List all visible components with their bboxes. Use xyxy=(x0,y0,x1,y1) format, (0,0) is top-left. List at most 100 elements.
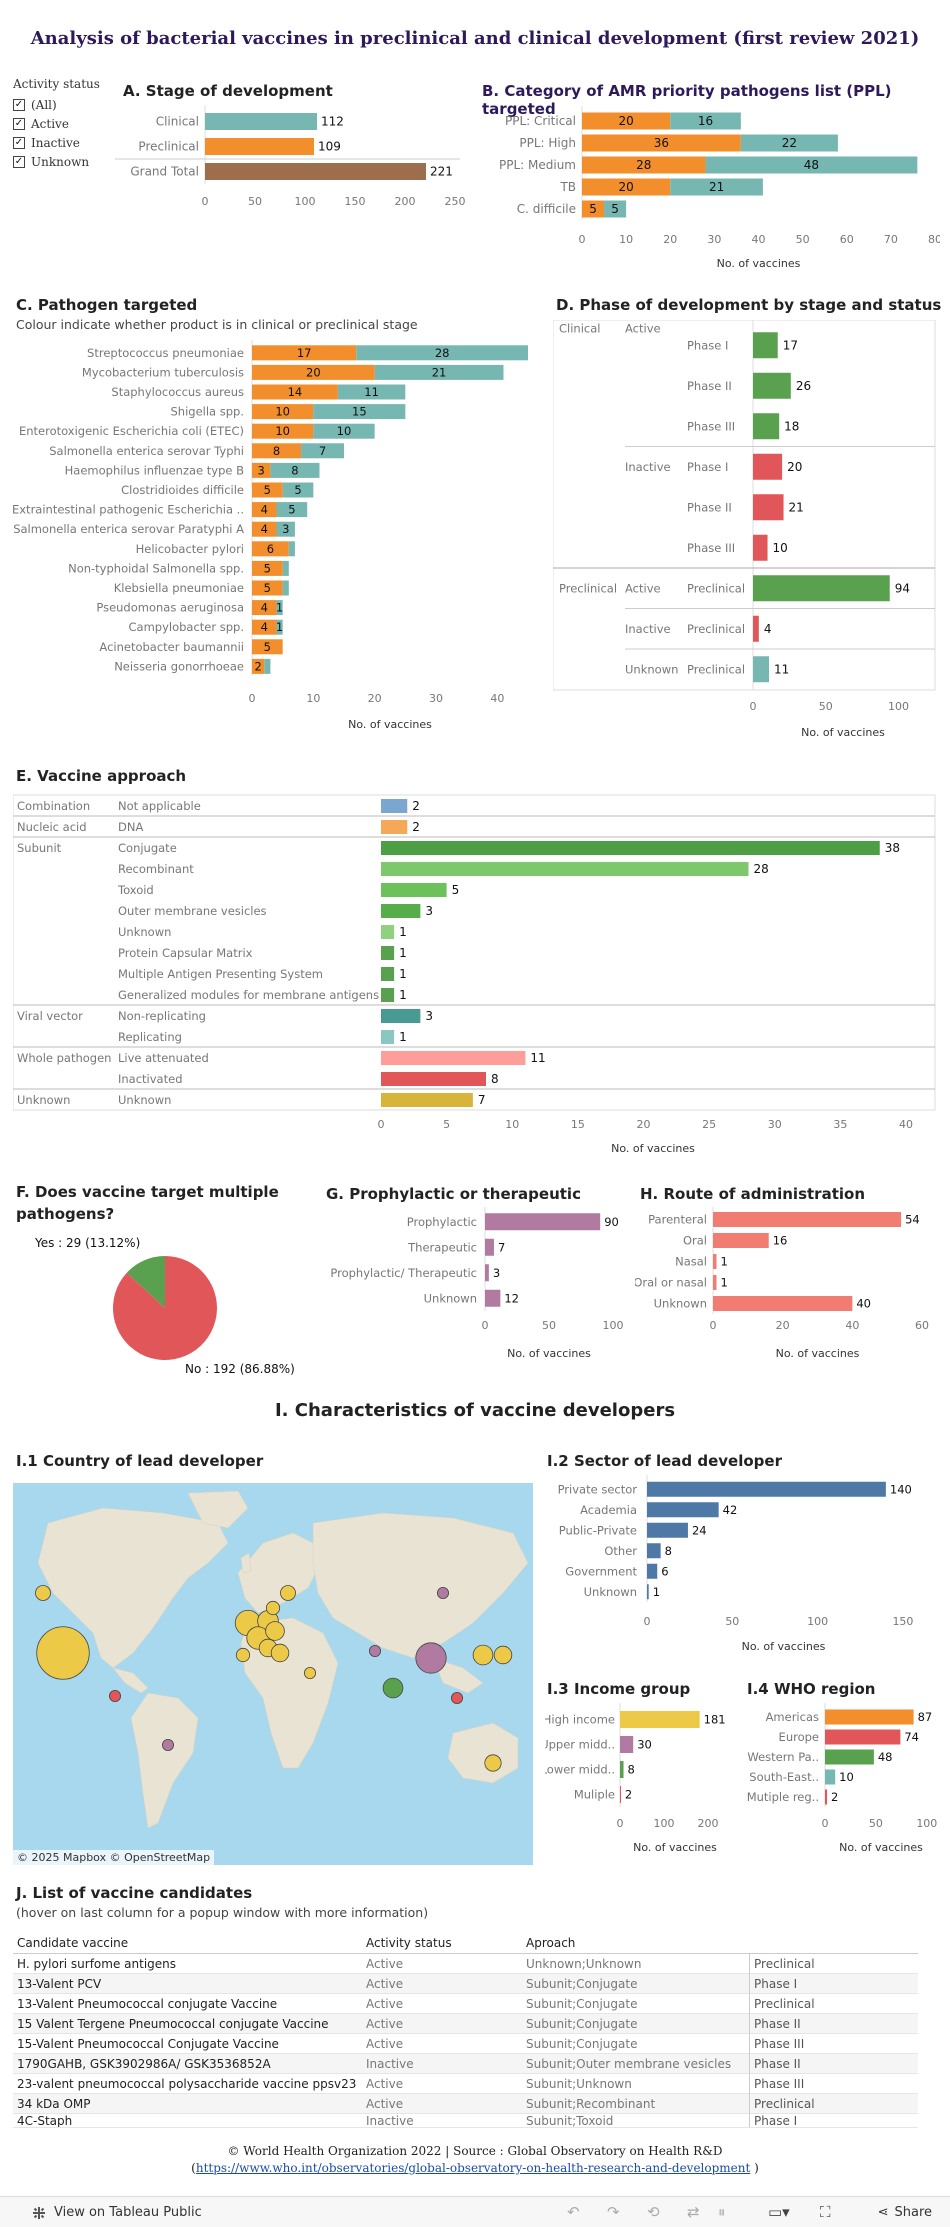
column-header-candidate[interactable]: Candidate vaccine xyxy=(17,1935,129,1950)
phase-cell[interactable]: Phase I xyxy=(749,1973,918,1994)
filter-option-active[interactable]: ✓ Active xyxy=(13,114,100,133)
tick-label: 40 xyxy=(899,1118,913,1131)
country-bubble xyxy=(36,1626,90,1680)
phase-cell[interactable]: Phase I xyxy=(749,2114,918,2127)
filter-option-all[interactable]: ✓ (All) xyxy=(13,95,100,114)
category-label: Lower midd.. xyxy=(545,1763,615,1777)
phase-cell[interactable]: Phase II xyxy=(749,2013,918,2034)
data-label: 20 xyxy=(787,460,802,474)
view-on-tableau-public-button[interactable]: View on Tableau Public xyxy=(32,2205,202,2220)
category-label: Klebsiella pneumoniae xyxy=(114,581,244,595)
checkbox-icon[interactable]: ✓ xyxy=(13,117,25,130)
data-label: 8 xyxy=(291,463,298,477)
category-label: PPL: High xyxy=(519,136,576,150)
country-bubble xyxy=(265,1621,285,1641)
data-label: 5 xyxy=(264,561,271,575)
chart-h: Parenteral 54 Oral 16 Nasal 1 Oral or nasal 1 Un… xyxy=(635,1207,929,1360)
redo-icon[interactable]: ↷ xyxy=(607,2203,620,2221)
share-button[interactable]: ⋖ Share xyxy=(877,2205,932,2220)
chart-e-title: E. Vaccine approach xyxy=(16,767,187,785)
world-map-canvas[interactable] xyxy=(13,1483,533,1865)
chart-i3-title: I.3 Income group xyxy=(547,1680,691,1698)
table-row: 13-Valent PCV Active Subunit;Conjugate Phas… xyxy=(13,1973,918,1994)
bar xyxy=(713,1275,717,1290)
phase-cell[interactable]: Preclinical xyxy=(749,1953,918,1974)
bar xyxy=(313,423,375,439)
footer-link[interactable]: https://www.who.int/observatories/global… xyxy=(195,2161,751,2175)
filter-title: Activity status xyxy=(13,77,100,91)
category-label: Enterotoxigenic Escherichia coli (ETEC) xyxy=(19,424,244,438)
group-label: Whole pathogen xyxy=(17,1051,111,1065)
bar xyxy=(381,862,749,876)
bar xyxy=(381,904,421,918)
category-label: Public-Private xyxy=(559,1523,637,1537)
candidate-name: 13-Valent PCV xyxy=(17,1976,102,1991)
refresh-icon[interactable]: ⇄ xyxy=(687,2203,700,2221)
tick-label: 0 xyxy=(822,1817,829,1830)
map-credit[interactable]: © 2025 Mapbox © OpenStreetMap xyxy=(13,1850,215,1865)
bar xyxy=(288,541,295,557)
status-label: Inactive xyxy=(625,622,671,636)
activity-status: Active xyxy=(366,2076,404,2091)
phase-cell[interactable]: Preclinical xyxy=(749,1993,918,2014)
data-label: 3 xyxy=(425,1009,433,1023)
group-label: Nucleic acid xyxy=(17,820,87,834)
data-label: 48 xyxy=(804,158,819,172)
column-header-approach[interactable]: Aproach xyxy=(526,1935,576,1950)
tick-label: 60 xyxy=(915,1319,929,1332)
undo-icon[interactable]: ↶ xyxy=(567,2203,580,2221)
category-label: Europe xyxy=(779,1730,819,1744)
bar xyxy=(381,883,447,897)
tick-label: 20 xyxy=(637,1118,651,1131)
bar xyxy=(276,502,308,518)
chart-i3: High income 181 Upper midd.. 30 Lower midd..… xyxy=(545,1703,726,1854)
data-label: 7 xyxy=(319,444,326,458)
chart-c: Streptococcus pneumoniae 17 28Mycobacteriu… xyxy=(12,340,528,731)
phase-cell[interactable]: Phase III xyxy=(749,2033,918,2054)
revert-icon[interactable]: ⟲ xyxy=(647,2203,660,2221)
category-label: Salmonella enterica serovar Paratyphi A xyxy=(13,522,244,536)
data-label: 10 xyxy=(839,1770,854,1784)
data-label: 16 xyxy=(773,1234,788,1248)
tick-label: 15 xyxy=(571,1118,585,1131)
pause-icon[interactable]: ⏸ xyxy=(718,2203,726,2221)
tick-label: 30 xyxy=(429,692,443,705)
phase-cell[interactable]: Phase III xyxy=(749,2073,918,2094)
page-title: Analysis of bacterial vaccines in precli… xyxy=(30,28,920,49)
category-label: Western Pa.. xyxy=(747,1750,819,1764)
device-layout-icon[interactable]: ▭▾ xyxy=(768,2203,790,2221)
chart-d-frame xyxy=(553,320,936,691)
country-bubble xyxy=(415,1642,447,1674)
filter-option-unknown[interactable]: ✓ Unknown xyxy=(13,152,100,171)
bar xyxy=(647,1502,719,1518)
phase-cell[interactable]: Preclinical xyxy=(749,2093,918,2114)
tick-label: 0 xyxy=(644,1615,651,1628)
bar xyxy=(620,1711,700,1728)
filter-option-inactive[interactable]: ✓ Inactive xyxy=(13,133,100,152)
category-label: Acinetobacter baumannii xyxy=(99,640,244,654)
approach: Subunit;Toxoid xyxy=(526,2114,614,2128)
data-label: 1 xyxy=(399,967,407,981)
category-label: Non-typhoidal Salmonella spp. xyxy=(68,561,244,575)
data-label: 5 xyxy=(264,640,271,654)
data-label: 1 xyxy=(399,988,407,1002)
status-label: Inactive xyxy=(625,460,671,474)
data-label: 17 xyxy=(297,346,312,360)
bar xyxy=(582,178,671,196)
column-header-status[interactable]: Activity status xyxy=(366,1935,452,1950)
data-label: 5 xyxy=(452,883,460,897)
data-label: 181 xyxy=(704,1713,726,1727)
world-map[interactable]: © 2025 Mapbox © OpenStreetMap xyxy=(13,1483,533,1865)
category-label: Campylobacter spp. xyxy=(129,620,245,634)
data-label: 54 xyxy=(905,1213,920,1227)
bar xyxy=(252,639,283,655)
bar xyxy=(647,1584,649,1600)
category-label: Government xyxy=(565,1564,637,1578)
bar xyxy=(582,156,706,174)
checkbox-icon[interactable]: ✓ xyxy=(13,155,25,168)
north-america-shape xyxy=(37,1507,229,1669)
phase-cell[interactable]: Phase II xyxy=(749,2053,918,2074)
fullscreen-icon[interactable]: ⛶ xyxy=(820,2203,831,2221)
checkbox-icon[interactable]: ✓ xyxy=(13,136,25,149)
checkbox-icon[interactable]: ✓ xyxy=(13,98,25,111)
